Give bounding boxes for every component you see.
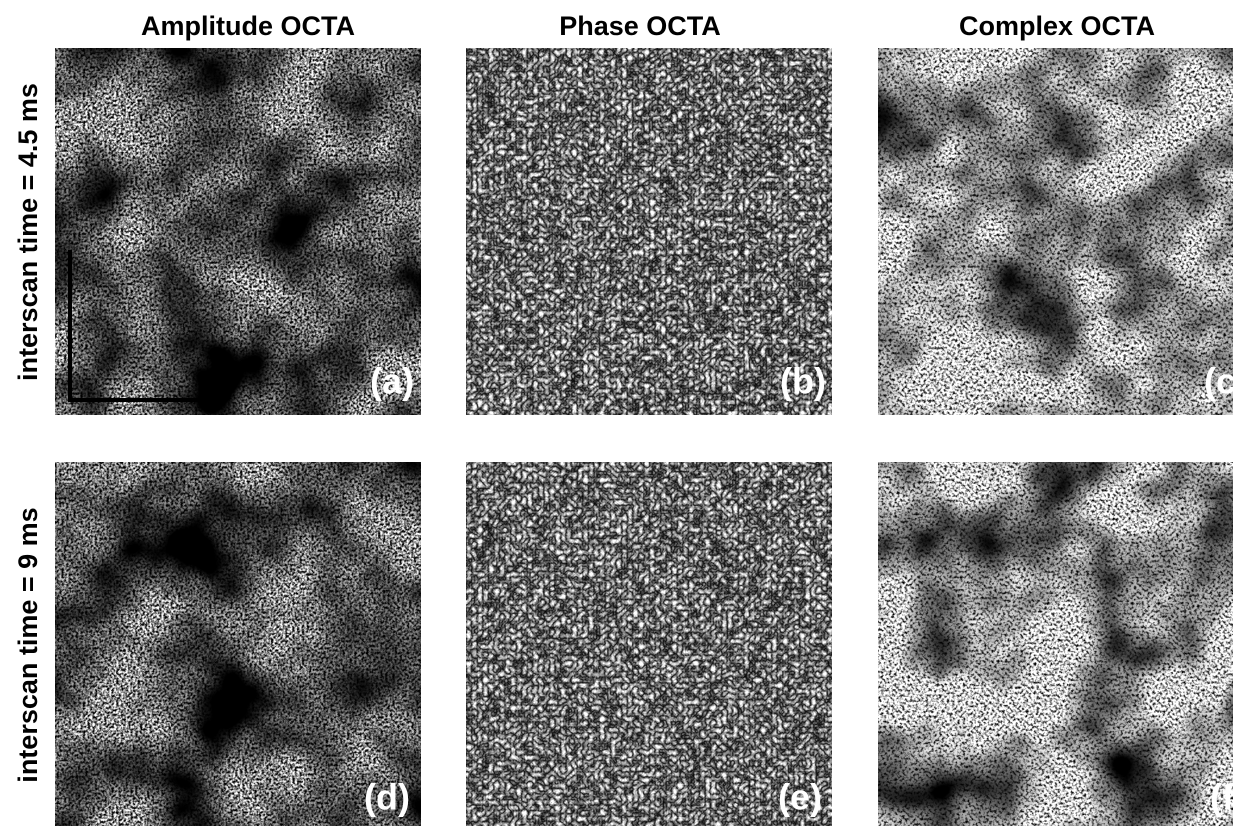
page: {"columns": ["Amplitude OCTA", "Phase OC… [0,0,1233,826]
column-title: Complex OCTA [959,11,1155,41]
octa-image [466,462,832,826]
figure: Amplitude OCTA Phase OCTA Complex OCTA i… [0,0,1233,826]
panel-label: (e) [778,777,822,818]
column-title: Phase OCTA [559,11,721,41]
row-label: interscan time = 9 ms [13,507,43,782]
panel-label: (d) [364,777,410,818]
octa-image [878,48,1233,415]
octa-image [55,48,421,415]
panel-label: (f) [1210,777,1233,818]
panel-label: (b) [780,361,826,402]
octa-image [55,462,421,826]
octa-image [466,48,832,415]
panels [55,48,1233,826]
column-title: Amplitude OCTA [141,11,355,41]
row-label: interscan time = 4.5 ms [13,83,43,381]
panel-label: (a) [370,361,414,402]
panel-label: (c) [1204,361,1233,402]
octa-image [878,462,1233,826]
